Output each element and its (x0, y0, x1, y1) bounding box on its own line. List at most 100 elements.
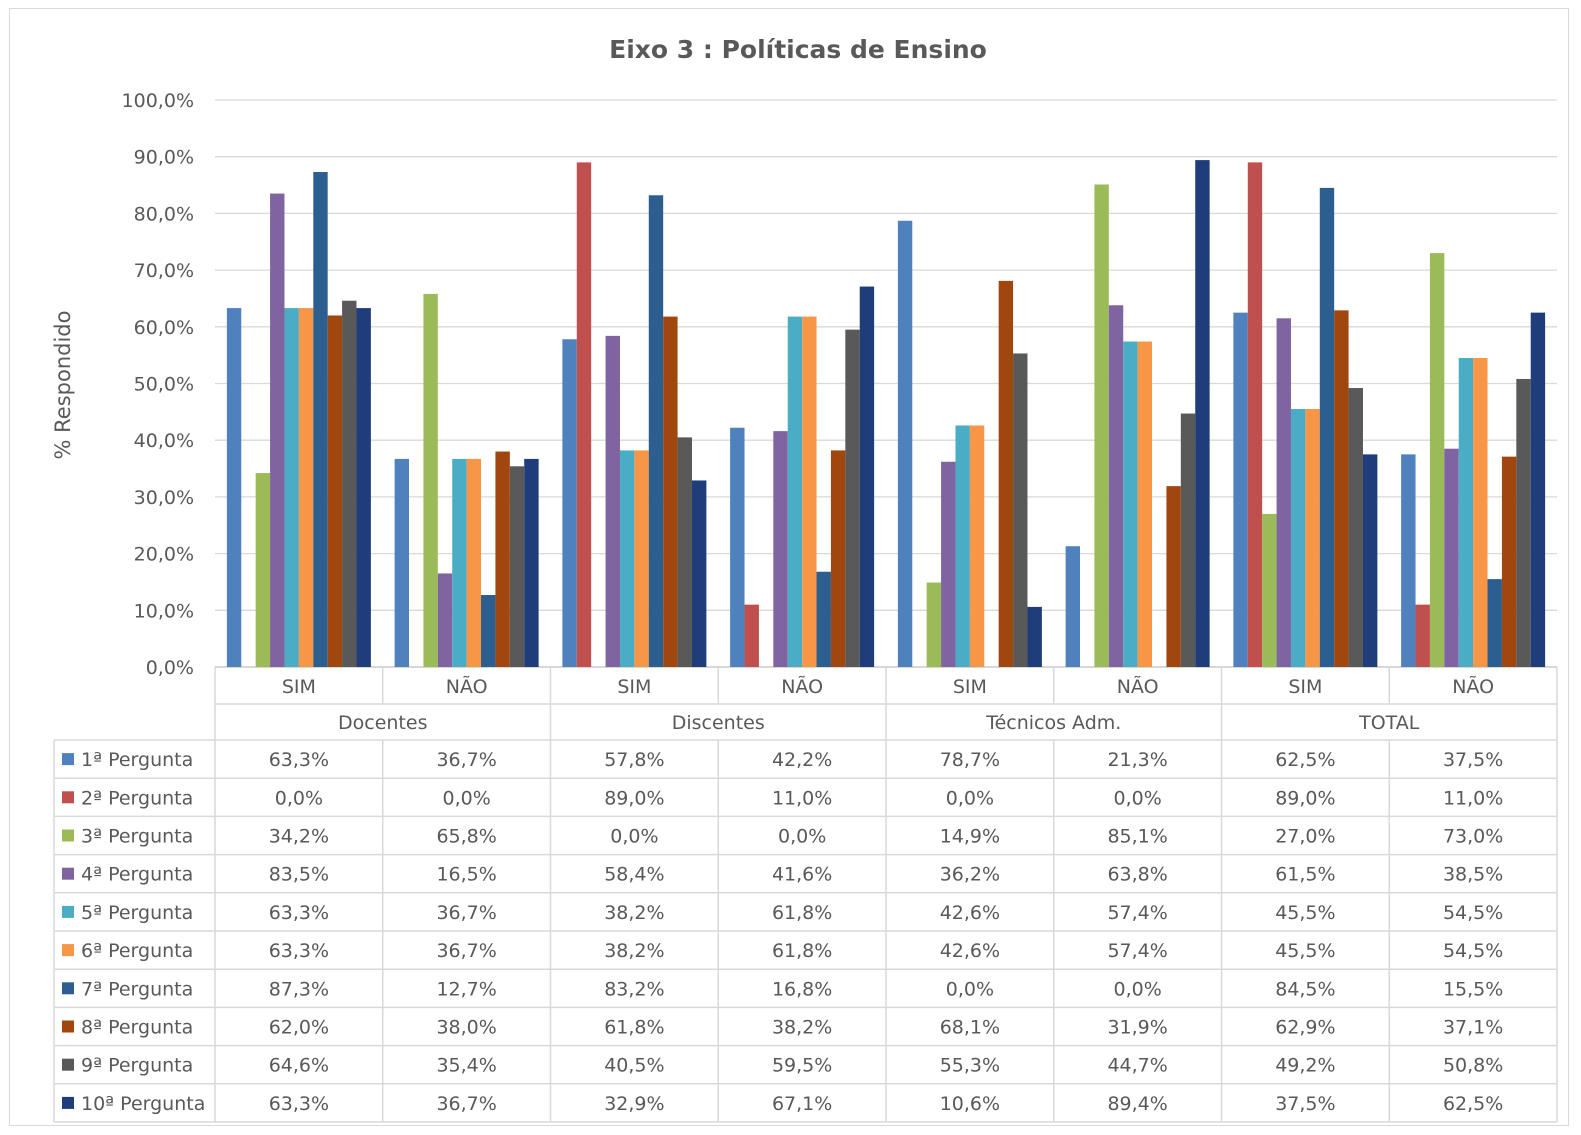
bar (1473, 357, 1488, 667)
data-label: 0,0% (946, 787, 994, 809)
data-label: 38,2% (772, 1017, 832, 1039)
data-label: 11,0% (772, 787, 832, 809)
bar (1415, 604, 1430, 667)
bar (691, 480, 707, 667)
bar (955, 425, 970, 667)
chart-frame (9, 8, 1569, 1126)
legend-label: 7ª Pergunta (81, 978, 193, 1000)
bar (452, 458, 467, 667)
legend-label: 9ª Pergunta (81, 1055, 193, 1077)
bar (969, 425, 985, 667)
y-axis-label: % Respondido (51, 311, 75, 460)
bar (787, 316, 803, 667)
data-label: 36,2% (940, 864, 1000, 886)
legend-label: 3ª Pergunta (81, 826, 193, 848)
x-group-label: Técnicos Adm. (985, 712, 1121, 734)
x-tick-label: SIM (617, 676, 651, 698)
data-label: 0,0% (442, 787, 490, 809)
legend-swatch (62, 1096, 74, 1109)
legend-label: 8ª Pergunta (81, 1017, 193, 1039)
bar (897, 220, 913, 667)
data-label: 85,1% (1107, 826, 1167, 848)
bar (802, 316, 817, 667)
bar (481, 594, 496, 667)
y-tick-label: 10,0% (134, 600, 194, 622)
bar (773, 431, 788, 667)
x-tick-label: NÃO (781, 675, 823, 698)
data-label: 59,5% (772, 1055, 832, 1077)
y-tick-label: 60,0% (134, 317, 194, 339)
legend-label: 1ª Pergunta (81, 749, 193, 771)
data-label: 45,5% (1275, 902, 1335, 924)
data-label: 57,8% (604, 749, 664, 771)
bar (524, 458, 539, 667)
bar (677, 437, 692, 667)
bar (226, 308, 242, 667)
y-tick-label: 20,0% (134, 544, 194, 566)
bar (466, 458, 482, 667)
data-label: 15,5% (1443, 978, 1503, 1000)
y-tick-label: 90,0% (134, 147, 194, 169)
bar (845, 329, 860, 667)
data-label: 54,5% (1443, 940, 1503, 962)
data-label: 63,8% (1107, 864, 1167, 886)
y-tick-label: 100,0% (122, 90, 194, 112)
bar (423, 293, 438, 667)
data-label: 12,7% (436, 978, 496, 1000)
data-label: 16,8% (772, 978, 832, 1000)
bar (1319, 187, 1335, 667)
legend-swatch (62, 1058, 74, 1071)
bar (437, 573, 453, 667)
bar (313, 172, 328, 667)
x-tick-label: SIM (1288, 676, 1322, 698)
data-label: 62,5% (1275, 749, 1335, 771)
legend-swatch (62, 944, 74, 957)
data-label: 0,0% (778, 826, 826, 848)
data-label: 57,4% (1107, 902, 1167, 924)
data-label: 10,6% (940, 1093, 1000, 1115)
data-label: 0,0% (1113, 978, 1161, 1000)
data-label: 58,4% (604, 864, 664, 886)
data-label: 38,5% (1443, 864, 1503, 886)
data-label: 63,3% (269, 902, 329, 924)
data-label: 89,0% (1275, 787, 1335, 809)
data-label: 63,3% (269, 1093, 329, 1115)
legend-swatch (62, 982, 74, 995)
bar (1180, 413, 1196, 667)
data-label: 16,5% (436, 864, 496, 886)
bar (998, 280, 1014, 667)
data-label: 32,9% (604, 1093, 664, 1115)
data-label: 37,1% (1443, 1017, 1503, 1039)
x-group-label: Discentes (672, 712, 765, 734)
bar (1401, 454, 1416, 667)
bar (1262, 513, 1277, 667)
bar (605, 335, 620, 667)
bar (1487, 579, 1502, 667)
y-tick-label: 50,0% (134, 374, 194, 396)
x-tick-label: NÃO (1452, 675, 1494, 698)
y-tick-label: 80,0% (134, 203, 194, 225)
y-tick-label: 0,0% (146, 657, 194, 679)
bar (1334, 310, 1349, 667)
bar (270, 193, 285, 667)
data-label: 55,3% (940, 1055, 1000, 1077)
bar (1362, 454, 1378, 667)
data-label: 64,6% (269, 1055, 329, 1077)
bar (1458, 357, 1474, 667)
data-label: 41,6% (772, 864, 832, 886)
data-label: 50,8% (1443, 1055, 1503, 1077)
bar (1276, 318, 1291, 667)
data-label: 63,3% (269, 940, 329, 962)
x-tick-label: SIM (953, 676, 987, 698)
data-label: 78,7% (940, 749, 1000, 771)
data-label: 36,7% (436, 1093, 496, 1115)
data-label: 38,0% (436, 1017, 496, 1039)
data-label: 73,0% (1443, 826, 1503, 848)
data-label: 0,0% (1113, 787, 1161, 809)
bar (830, 450, 846, 667)
bars (226, 160, 1546, 668)
data-label: 61,8% (604, 1017, 664, 1039)
data-label: 44,7% (1107, 1055, 1167, 1077)
data-label: 37,5% (1443, 749, 1503, 771)
